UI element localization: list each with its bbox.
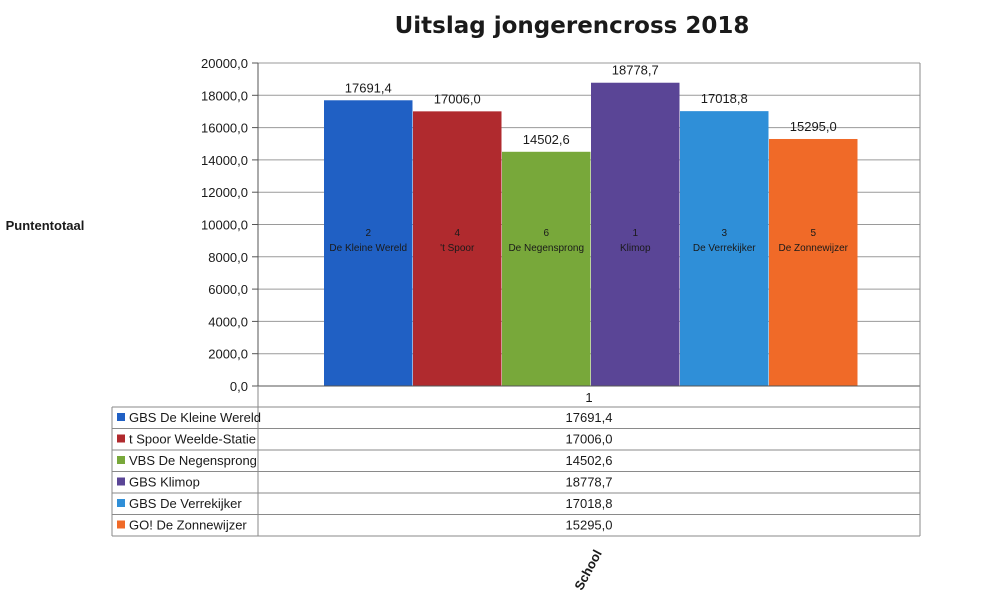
- legend-entry: t Spoor Weelde-Statie: [129, 432, 256, 447]
- legend-entry: GBS De Kleine Wereld: [129, 410, 261, 425]
- data-label: 17018,8: [701, 91, 748, 106]
- bar-name-label: De Negensprong: [508, 243, 584, 254]
- data-label: 17691,4: [345, 80, 392, 95]
- legend-swatch: [117, 456, 125, 464]
- data-label: 15295,0: [790, 119, 837, 134]
- bar-name-label: De Verrekijker: [693, 243, 756, 254]
- data-label: 17006,0: [434, 91, 481, 106]
- table-cell-value: 17006,0: [566, 432, 613, 447]
- y-tick-labels: 0,0 2000,0 4000,0 6000,0 8000,0 10000,0 12000,…: [201, 56, 248, 394]
- y-tick-label: 2000,0: [208, 347, 248, 362]
- bar-rank-label: 2: [365, 228, 371, 239]
- x-axis-label: School: [571, 547, 605, 592]
- bar: [769, 138, 858, 386]
- data-table: 1 GBS De Kleine Wereld 17691,4 t Spoor Weel…: [111, 63, 921, 537]
- legend-swatch: [117, 477, 125, 486]
- bar-name-label: De Kleine Wereld: [329, 243, 407, 254]
- y-tick-label: 10000,0: [201, 218, 248, 233]
- table-cell-value: 18778,7: [566, 475, 613, 490]
- legend-entry: GO! De Zonnewijzer: [129, 518, 247, 533]
- x-category-label: 1: [585, 390, 592, 405]
- bar: [591, 82, 680, 386]
- bar-rank-label: 1: [632, 228, 638, 239]
- y-tick-label: 12000,0: [201, 185, 248, 200]
- data-label: 14502,6: [523, 132, 570, 147]
- table-cell-value: 14502,6: [566, 453, 613, 468]
- bar-rank-label: 4: [454, 228, 460, 239]
- bar-name-label: De Zonnewijzer: [779, 243, 849, 254]
- y-tick-label: 16000,0: [201, 121, 248, 136]
- table-cell-value: 15295,0: [566, 518, 613, 533]
- bar-rank-label: 3: [721, 228, 727, 239]
- legend-entry: GBS Klimop: [129, 475, 200, 490]
- y-tick-label: 8000,0: [208, 250, 248, 265]
- bar: [680, 111, 769, 387]
- table-cell-value: 17691,4: [566, 410, 613, 425]
- bar: [502, 151, 591, 386]
- bar-name-label: 't Spoor: [440, 243, 475, 254]
- data-label: 18778,7: [612, 63, 659, 78]
- legend-entry: VBS De Negensprong: [129, 453, 257, 468]
- y-tick-label: 20000,0: [201, 56, 248, 71]
- bars: 17691,4 2 De Kleine Wereld 17006,0 4 't Spoor…: [252, 63, 920, 387]
- y-tick-label: 6000,0: [208, 282, 248, 297]
- y-tick-label: 14000,0: [201, 153, 248, 168]
- y-tick-label: 4000,0: [208, 314, 248, 329]
- legend-swatch: [117, 520, 125, 529]
- legend-swatch: [117, 499, 125, 507]
- bar-name-label: Klimop: [620, 243, 651, 254]
- chart-title: Uitslag jongerencross 2018: [395, 13, 750, 39]
- legend-entry: GBS De Verrekijker: [129, 496, 242, 511]
- bar-rank-label: 6: [543, 228, 549, 239]
- bar-rank-label: 5: [810, 228, 816, 239]
- y-tick-label: 0,0: [230, 379, 248, 394]
- y-tick-label: 18000,0: [201, 88, 248, 103]
- legend-swatch: [117, 434, 125, 443]
- legend-swatch: [117, 413, 125, 421]
- bar: [324, 100, 413, 387]
- table-cell-value: 17018,8: [566, 496, 613, 511]
- bar: [413, 111, 502, 387]
- y-axis-label: Puntentotaal: [6, 218, 85, 233]
